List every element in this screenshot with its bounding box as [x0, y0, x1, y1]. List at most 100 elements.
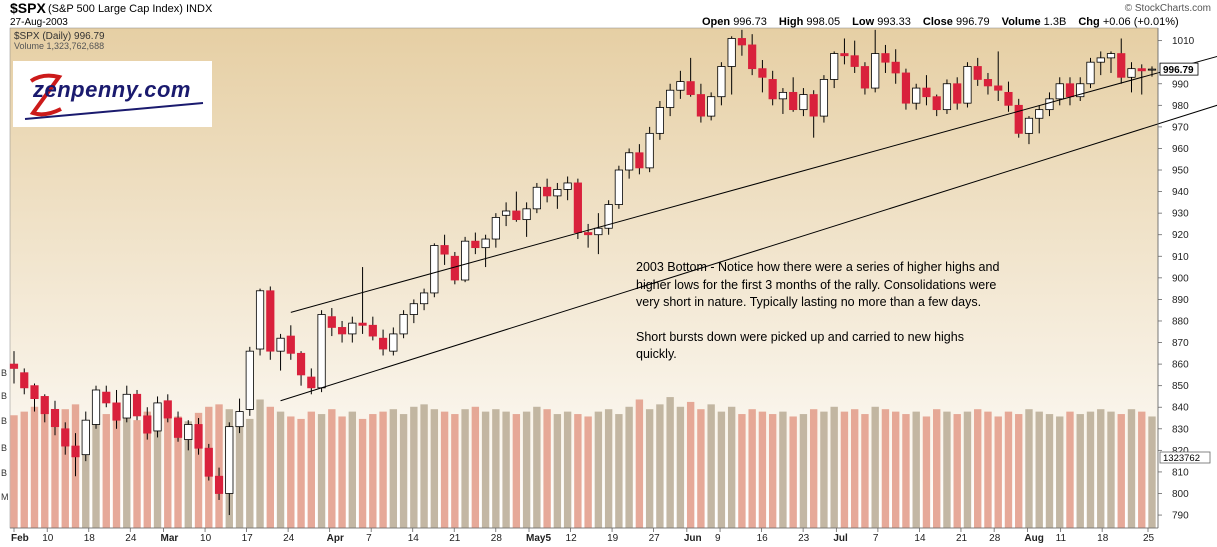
candle [932, 94, 941, 117]
candle-body-up [276, 337, 285, 352]
candle [502, 202, 511, 227]
candle-body-down [881, 53, 890, 63]
candle-body-down [173, 417, 183, 438]
candle-body-up [553, 189, 562, 197]
candle [532, 182, 541, 214]
x-tick-label: 21 [449, 533, 461, 544]
x-tick-label: 14 [408, 533, 420, 544]
annotation-paragraph-2: Short bursts down were picked up and car… [636, 329, 964, 362]
candle-body-down [266, 290, 275, 352]
candle [296, 351, 306, 386]
volume-bar [184, 421, 192, 528]
volume-bar [328, 409, 336, 528]
annotation-paragraph-1: 2003 Bottom - Notice how there were a se… [636, 260, 1000, 309]
volume-bar [912, 411, 920, 528]
candle-body-up [799, 94, 808, 111]
left-axis-label: B [1, 443, 7, 453]
x-tick-label: 19 [607, 533, 619, 544]
candle-body-up [409, 303, 418, 315]
candle-body-down [1117, 53, 1126, 78]
volume-bar [707, 404, 715, 528]
candle [584, 223, 593, 248]
candle [604, 200, 613, 235]
volume-bars [10, 397, 1156, 528]
y-tick-label: 980 [1172, 101, 1189, 112]
x-axis: Feb 10 18 24 Mar 10 17 24 Apr 7 14 21 28 May5 12 19 27 Ju… [10, 527, 1158, 544]
y-tick-label: 940 [1172, 187, 1189, 198]
candle-body-down [61, 428, 70, 447]
volume-bar [256, 399, 264, 528]
candle-body-down [71, 445, 80, 458]
candle [635, 144, 644, 175]
candle [266, 286, 275, 360]
candle-body-up [317, 314, 326, 389]
volume-value-label: 1323762 [1163, 453, 1200, 464]
volume-bar [861, 414, 869, 528]
candle-body-up [389, 333, 398, 352]
candle-body-up [348, 322, 357, 335]
candle [9, 351, 19, 384]
volume-bar [369, 414, 377, 528]
y-tick-label: 880 [1172, 316, 1189, 327]
x-tick-label: 18 [1097, 533, 1109, 544]
volume-bar [974, 409, 982, 528]
volume-bar [686, 401, 695, 528]
volume-bar [943, 411, 951, 528]
candle-body-up [655, 107, 664, 134]
price-legend: $SPX (Daily) 996.79 [14, 31, 105, 42]
close-label: Close [922, 16, 953, 28]
x-tick-label: 9 [715, 533, 721, 544]
candle [840, 38, 849, 65]
candle [953, 77, 962, 110]
symbol-title: $SPX [10, 0, 46, 16]
candle-body-down [194, 424, 203, 449]
volume-bar [112, 409, 121, 528]
volume-bar [604, 409, 613, 528]
candle-body-down [143, 415, 152, 434]
candle [358, 267, 367, 334]
last-price-box [1159, 62, 1199, 76]
volume-bar [317, 414, 326, 528]
candle-body-down [953, 83, 962, 104]
candle-body-down [337, 327, 347, 335]
candle-body-down [1065, 83, 1075, 98]
candle-body-up [91, 389, 101, 425]
volume-bar [82, 423, 90, 528]
candle-body-down [758, 68, 767, 78]
volume-bar [779, 411, 787, 528]
candle-body-up [1024, 117, 1034, 134]
candle [942, 79, 952, 114]
candle [1117, 38, 1126, 84]
y-tick-label: 810 [1172, 467, 1189, 478]
x-tick-label: Jun [684, 533, 702, 544]
candle-body-up [1127, 68, 1136, 78]
volume-bar [246, 418, 254, 528]
candle-body-up [1035, 109, 1044, 119]
candle-body-down [860, 66, 870, 89]
volume-bar [840, 411, 849, 528]
candle [614, 165, 623, 209]
volume-bar [471, 406, 480, 528]
volume-bar [645, 409, 654, 528]
volume-bar [102, 414, 110, 528]
candle-body-down [768, 79, 777, 100]
candle [132, 389, 142, 421]
y-tick-label: 970 [1172, 122, 1189, 133]
volume-bar [830, 406, 838, 528]
candlesticks [9, 29, 1157, 516]
left-axis-label: B [1, 368, 7, 378]
candle [389, 327, 398, 356]
x-tick-label: 12 [566, 533, 578, 544]
zenpenny-logo: zenpenny.com [13, 61, 212, 127]
candle-body-up [717, 66, 726, 98]
candle [553, 182, 562, 209]
left-axis-label: B [1, 416, 7, 426]
candle-body-up [235, 411, 244, 428]
candle [881, 44, 890, 73]
y-tick-label: 900 [1172, 273, 1189, 284]
candle-body-up [491, 217, 500, 240]
candle [573, 178, 582, 240]
candle-body-down [512, 210, 521, 221]
candle-body-up [625, 152, 634, 171]
volume-bar [1086, 411, 1095, 528]
